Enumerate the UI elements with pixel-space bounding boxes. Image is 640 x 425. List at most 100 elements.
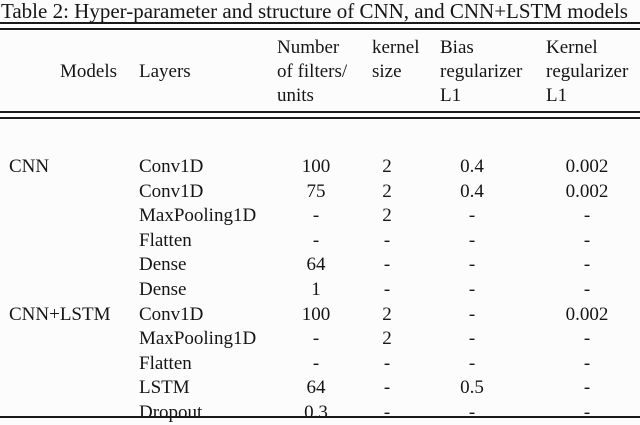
- cell-kernel-size: -: [383, 278, 391, 300]
- table-row: CNN+LSTM Conv1D 100 2 - 0.002: [0, 303, 640, 328]
- cell-model: [0, 376, 138, 401]
- cell-filters: -: [312, 328, 320, 350]
- cell-kernel-size: 2: [382, 156, 392, 177]
- table-row: Dropout 0.3 - - -: [0, 401, 640, 425]
- cell-kernel-size: 2: [382, 328, 392, 350]
- table-row: Dense 1 - - -: [0, 278, 640, 303]
- cell-bias-regularizer: 0.5: [460, 377, 484, 399]
- col-header-kernel-size: kernel size: [372, 30, 440, 155]
- cell-filters: -: [312, 229, 320, 251]
- cell-layer: Conv1D: [139, 303, 204, 325]
- cell-bias-regularizer: -: [468, 328, 476, 350]
- table-row: Flatten - - - -: [0, 229, 640, 254]
- table-row: Conv1D 75 2 0.4 0.002: [0, 180, 640, 205]
- cell-kernel-regularizer: -: [583, 229, 591, 251]
- cell-filters: 64: [306, 254, 326, 276]
- cell-filters: 0.3: [304, 401, 328, 423]
- cell-layer: Dense: [139, 254, 187, 276]
- col-header-filters: Number of filters/ units: [277, 30, 372, 155]
- cell-kernel-size: 2: [382, 303, 392, 325]
- cell-kernel-regularizer: 0.002: [565, 156, 609, 177]
- cell-kernel-size: 2: [382, 180, 392, 202]
- cell-kernel-size: -: [383, 401, 391, 423]
- header-label: kernel: [372, 37, 420, 58]
- header-label: L1: [546, 85, 568, 106]
- cell-bias-regularizer: -: [468, 278, 476, 300]
- col-header-models: Models: [0, 30, 138, 155]
- cell-model: [0, 278, 138, 303]
- col-header-bias-regularizer: Bias regularizer L1: [440, 30, 546, 155]
- cell-kernel-regularizer: 0.002: [565, 180, 609, 202]
- cell-filters: 100: [301, 303, 331, 325]
- header-label: of filters/: [277, 61, 348, 82]
- cell-kernel-regularizer: -: [583, 352, 591, 374]
- cell-filters: 75: [306, 180, 326, 202]
- cell-bias-regularizer: -: [468, 303, 476, 325]
- table-row: Flatten - - - -: [0, 352, 640, 377]
- header-rule-2: [0, 116, 640, 119]
- cell-model: [0, 401, 138, 425]
- bottom-rule: [0, 415, 640, 418]
- top-rule-thick: [0, 21, 640, 24]
- header-row: Models Layers Number of filters/ units k…: [0, 30, 640, 155]
- cell-bias-regularizer: -: [468, 229, 476, 251]
- header-label: Models: [60, 61, 117, 82]
- cell-kernel-size: 2: [382, 205, 392, 227]
- cell-bias-regularizer: 0.4: [460, 156, 484, 177]
- cell-kernel-regularizer: -: [583, 254, 591, 276]
- cell-kernel-regularizer: -: [583, 377, 591, 399]
- cell-layer: MaxPooling1D: [139, 328, 257, 350]
- cell-layer: Conv1D: [139, 180, 204, 202]
- cell-bias-regularizer: -: [468, 254, 476, 276]
- header-label: Number: [277, 37, 340, 58]
- cell-filters: 100: [301, 156, 331, 177]
- cell-layer: Dense: [139, 278, 187, 300]
- table-row: LSTM 64 - 0.5 -: [0, 376, 640, 401]
- header-label: L1: [440, 85, 462, 106]
- cell-layer: Conv1D: [139, 156, 204, 177]
- cell-model: [0, 180, 138, 205]
- cell-kernel-regularizer: -: [583, 278, 591, 300]
- table-row: MaxPooling1D - 2 - -: [0, 327, 640, 352]
- cell-model: CNN: [9, 156, 50, 177]
- cell-bias-regularizer: -: [468, 205, 476, 227]
- cell-layer: Flatten: [139, 352, 192, 374]
- cell-model: CNN+LSTM: [9, 303, 111, 325]
- cell-kernel-regularizer: -: [583, 205, 591, 227]
- top-rule-thin: [0, 28, 640, 30]
- cell-kernel-regularizer: 0.002: [565, 303, 609, 325]
- cell-bias-regularizer: -: [468, 401, 476, 423]
- cell-layer: Dropout: [139, 401, 203, 423]
- header-label: regularizer: [546, 61, 629, 82]
- cell-layer: MaxPooling1D: [139, 205, 257, 227]
- cell-model: [0, 229, 138, 254]
- cell-filters: 64: [306, 377, 326, 399]
- cell-bias-regularizer: 0.4: [460, 180, 484, 202]
- cell-kernel-size: -: [383, 229, 391, 251]
- table-row: Dense 64 - - -: [0, 253, 640, 278]
- cell-layer: LSTM: [139, 377, 190, 399]
- cell-filters: -: [312, 205, 320, 227]
- col-header-layers: Layers: [138, 30, 277, 155]
- cell-model: [0, 253, 138, 278]
- cell-bias-regularizer: -: [468, 352, 476, 374]
- header-label: Kernel: [546, 37, 598, 58]
- header-label: Layers: [139, 61, 191, 82]
- cell-kernel-size: -: [383, 352, 391, 374]
- cell-kernel-regularizer: -: [583, 401, 591, 423]
- cell-model: [0, 204, 138, 229]
- header-label: size: [372, 61, 402, 82]
- cell-kernel-regularizer: -: [583, 328, 591, 350]
- col-header-kernel-regularizer: Kernel regularizer L1: [546, 30, 640, 155]
- header-rule-1: [0, 110, 640, 113]
- cell-model: [0, 352, 138, 377]
- header-label: units: [277, 85, 314, 106]
- cell-filters: -: [312, 352, 320, 374]
- table-row: MaxPooling1D - 2 - -: [0, 204, 640, 229]
- cell-model: [0, 327, 138, 352]
- cell-kernel-size: -: [383, 254, 391, 276]
- table-row: CNN Conv1D 100 2 0.4 0.002: [0, 155, 640, 180]
- table-caption: Table 2: Hyper-parameter and structure o…: [1, 0, 628, 23]
- hyperparameter-table: Models Layers Number of filters/ units k…: [0, 30, 640, 425]
- header-label: regularizer: [440, 61, 523, 82]
